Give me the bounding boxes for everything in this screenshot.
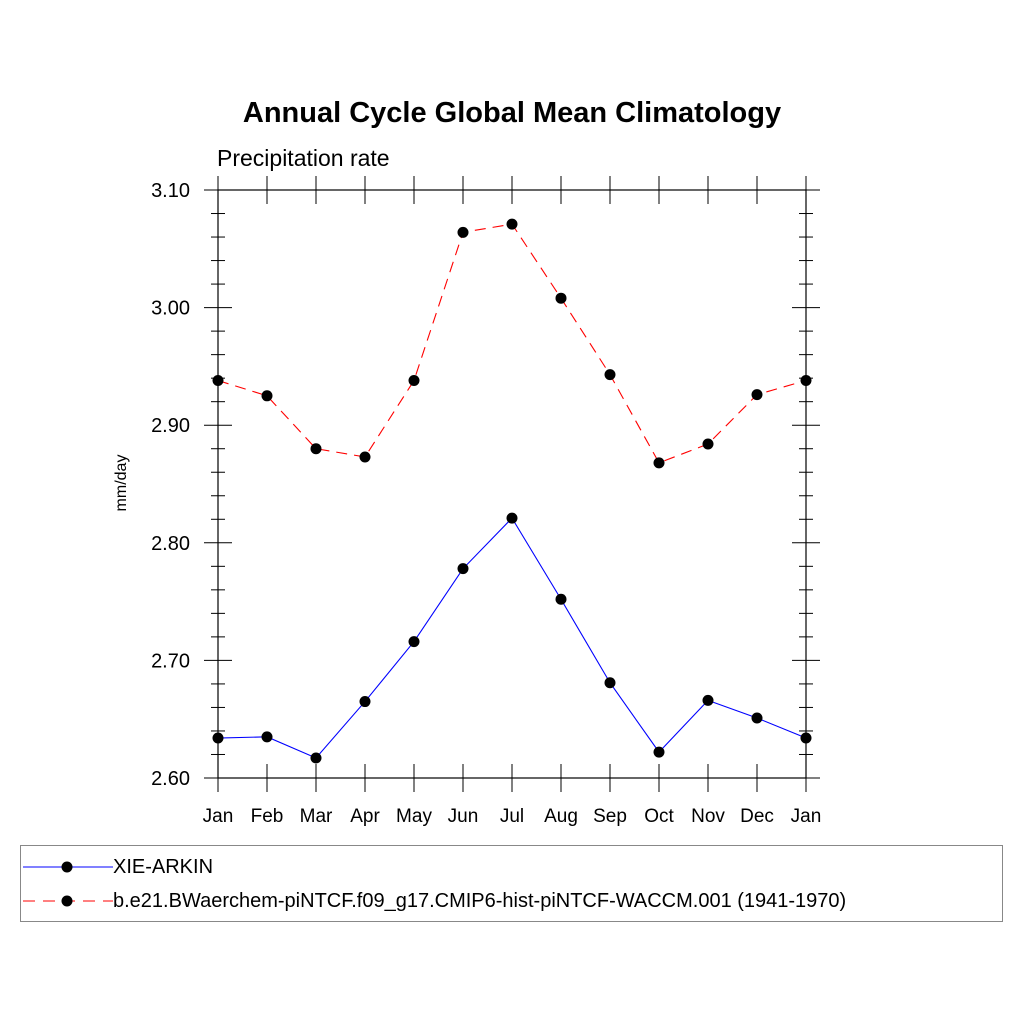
y-tick-label: 2.60 <box>151 768 190 790</box>
data-point-series-0 <box>751 712 763 724</box>
legend-swatch-solid-line <box>23 861 113 873</box>
y-axis-label: mm/day <box>113 455 130 512</box>
data-point-series-1 <box>212 375 224 387</box>
data-point-series-1 <box>359 451 371 463</box>
data-point-series-1 <box>702 438 714 450</box>
data-point-series-0 <box>702 694 714 706</box>
data-point-series-1 <box>457 226 469 238</box>
data-point-series-0 <box>653 746 665 758</box>
x-tick-label: Jun <box>448 806 479 827</box>
data-point-series-0 <box>457 563 469 575</box>
x-tick-label: May <box>396 806 432 827</box>
data-point-series-0 <box>555 593 567 605</box>
data-point-series-1 <box>310 443 322 455</box>
chart-title: Annual Cycle Global Mean Climatology <box>243 97 781 129</box>
x-tick-label: Jul <box>500 806 524 827</box>
y-tick-label: 2.90 <box>151 415 190 437</box>
chart-subtitle: Precipitation rate <box>217 145 390 171</box>
legend-label-model-run: b.e21.BWaerchem-piNTCF.f09_g17.CMIP6-his… <box>113 889 847 912</box>
legend-label-xie-arkin: XIE-ARKIN <box>113 855 214 878</box>
x-tick-label: Apr <box>350 806 380 827</box>
data-point-series-0 <box>261 731 273 743</box>
series-line-0 <box>217 517 807 759</box>
data-point-series-0 <box>800 732 812 744</box>
data-point-series-0 <box>506 512 518 524</box>
x-tick-label: Jan <box>203 806 234 827</box>
legend-swatch-dashed-line <box>23 895 113 907</box>
data-point-series-0 <box>310 752 322 764</box>
y-tick-label: 3.00 <box>151 298 190 320</box>
x-tick-label: Aug <box>544 806 578 827</box>
data-point-series-1 <box>408 375 420 387</box>
x-tick-label: Sep <box>593 806 627 827</box>
y-tick-label: 2.70 <box>151 650 190 672</box>
data-point-series-1 <box>751 389 763 401</box>
legend: XIE-ARKIN b.e21.BWaerchem-piNTCF.f09_g17… <box>20 845 1003 922</box>
x-tick-label: Nov <box>691 806 725 827</box>
y-tick-label: 2.80 <box>151 533 190 555</box>
data-point-series-1 <box>653 457 665 469</box>
data-point-series-0 <box>604 677 616 689</box>
data-point-series-1 <box>555 292 567 304</box>
x-tick-label: Feb <box>251 806 284 827</box>
plot-frame <box>217 189 807 779</box>
data-point-series-0 <box>359 696 371 708</box>
x-tick-label: Jan <box>791 806 822 827</box>
x-tick-label: Oct <box>644 806 674 827</box>
legend-entry-xie-arkin: XIE-ARKIN <box>21 852 213 882</box>
x-tick-label: Dec <box>740 806 774 827</box>
x-tick-label: Mar <box>300 806 333 827</box>
data-point-series-1 <box>506 218 518 230</box>
data-point-series-1 <box>604 369 616 381</box>
legend-entry-model-run: b.e21.BWaerchem-piNTCF.f09_g17.CMIP6-his… <box>21 886 846 916</box>
data-point-series-0 <box>212 732 224 744</box>
y-tick-label: 3.10 <box>151 180 190 202</box>
data-point-series-1 <box>261 390 273 402</box>
data-point-series-1 <box>800 375 812 387</box>
data-point-series-0 <box>408 636 420 648</box>
series-line-1 <box>217 223 807 464</box>
